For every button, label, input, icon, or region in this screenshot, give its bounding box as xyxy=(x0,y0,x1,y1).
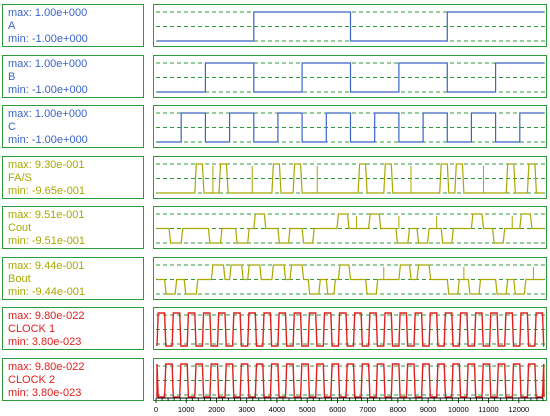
trace-max-value: max: 9.51e-001 xyxy=(8,209,85,221)
tick-label: 7000 xyxy=(359,405,376,414)
waveform-trace xyxy=(156,312,545,347)
trace-name: CLOCK 2 xyxy=(8,374,56,386)
tick-label: 11000 xyxy=(478,405,498,414)
waveform-trace xyxy=(156,363,545,398)
trace-min-value: min: 3.80e-023 xyxy=(8,336,82,348)
waveform-trace xyxy=(157,213,544,244)
trace-name: B xyxy=(8,71,16,83)
waveform-trace xyxy=(157,163,544,194)
trace-label-7[interactable]: max: 9.80e-022 CLOCK 1 min: 3.80e-023 xyxy=(2,307,144,350)
trace-min-value: min: -9.51e-001 xyxy=(8,235,86,247)
trace-min-value: min: -1.00e+000 xyxy=(8,134,88,146)
trace-min-value: min: -1.00e+000 xyxy=(8,84,88,96)
trace-plot-8[interactable] xyxy=(153,358,547,401)
trace-plot-2[interactable] xyxy=(153,55,547,98)
trace-name: Bout xyxy=(8,273,31,285)
waveform-trace xyxy=(157,112,544,143)
waveform-canvas xyxy=(156,112,546,143)
tick-label: 12000 xyxy=(508,405,529,414)
trace-plot-5[interactable] xyxy=(153,206,547,249)
tick-label: 10000 xyxy=(448,405,469,414)
tick-label: 4000 xyxy=(269,405,286,414)
trace-name: FA/S xyxy=(8,172,32,184)
waveform-canvas xyxy=(156,11,546,42)
trace-max-value: max: 9.44e-001 xyxy=(8,260,85,272)
trace-max-value: max: 9.80e-022 xyxy=(8,361,85,373)
trace-min-value: min: -9.65e-001 xyxy=(8,185,86,197)
waveform-trace xyxy=(157,62,544,93)
waveform-canvas xyxy=(156,163,546,194)
trace-label-5[interactable]: max: 9.51e-001 Cout min: -9.51e-001 xyxy=(2,206,144,249)
trace-min-value: min: 3.80e-023 xyxy=(8,387,82,399)
trace-max-value: max: 9.30e-001 xyxy=(8,159,85,171)
tick-label: 6000 xyxy=(329,405,346,414)
trace-name: A xyxy=(8,20,16,32)
trace-plot-3[interactable] xyxy=(153,105,547,148)
tick-label: 8000 xyxy=(390,405,407,414)
trace-plot-4[interactable] xyxy=(153,156,547,199)
trace-plot-7[interactable] xyxy=(153,307,547,350)
trace-label-4[interactable]: max: 9.30e-001 FA/S min: -9.65e-001 xyxy=(2,156,144,199)
trace-label-6[interactable]: max: 9.44e-001 Bout min: -9.44e-001 xyxy=(2,257,144,300)
trace-name: Cout xyxy=(8,222,32,234)
trace-max-value: max: 1.00e+000 xyxy=(8,7,88,19)
trace-label-8[interactable]: max: 9.80e-022 CLOCK 2 min: 3.80e-023 xyxy=(2,358,144,401)
trace-name: C xyxy=(8,121,16,133)
trace-max-value: max: 1.00e+000 xyxy=(8,108,88,120)
tick-label: 1000 xyxy=(178,405,195,414)
tick-label: 3000 xyxy=(238,405,255,414)
tick-label: 2000 xyxy=(208,405,225,414)
trace-max-value: max: 1.00e+000 xyxy=(8,58,88,70)
waveform-canvas xyxy=(156,363,546,398)
trace-min-value: min: -1.00e+000 xyxy=(8,33,88,45)
waveform-canvas xyxy=(156,264,546,295)
trace-min-value: min: -9.44e-001 xyxy=(8,286,86,298)
waveform-canvas xyxy=(156,312,546,347)
trace-name: CLOCK 1 xyxy=(8,323,56,335)
waveform-trace xyxy=(157,264,544,295)
trace-plot-6[interactable] xyxy=(153,257,547,300)
time-axis: 0 1000 2000 3000 4000 5000 6000 7000 8000 9000 100… xyxy=(154,397,544,414)
waveform-canvas xyxy=(156,62,546,93)
tick-label: 9000 xyxy=(420,405,437,414)
waveform-canvas xyxy=(156,213,546,244)
tick-label: 5000 xyxy=(299,405,316,414)
trace-max-value: max: 9.80e-022 xyxy=(8,310,85,322)
trace-plot-1[interactable] xyxy=(153,4,547,47)
waveform-trace xyxy=(157,11,544,42)
tick-label: 0 xyxy=(154,405,158,414)
